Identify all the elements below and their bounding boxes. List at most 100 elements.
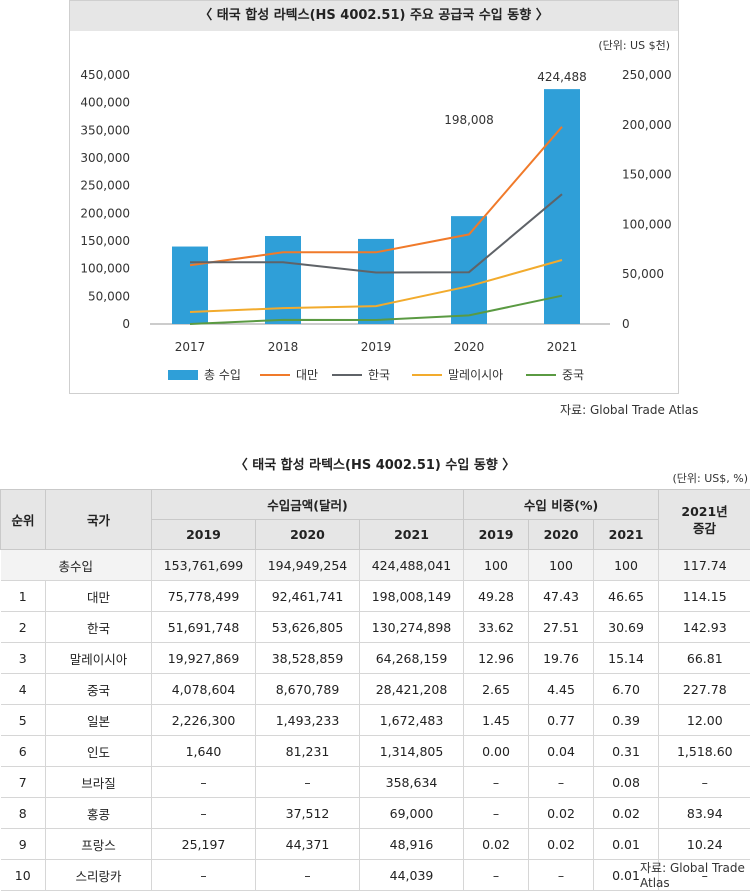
legend-label: 대만 xyxy=(296,368,318,382)
table-cell: 0.39 xyxy=(594,705,659,736)
right-tick-label: 250,000 xyxy=(622,68,672,82)
table-cell: 1.45 xyxy=(464,705,529,736)
table-cell: 53,626,805 xyxy=(256,612,360,643)
table-cell: 227.78 xyxy=(659,674,750,705)
combo-chart: (단위: US $천) 0 50,000 100,000 150,000 200,000 2… xyxy=(70,1,678,393)
left-tick-label: 300,000 xyxy=(80,151,130,165)
table-cell: 64,268,159 xyxy=(360,643,464,674)
table-cell: 33.62 xyxy=(464,612,529,643)
left-tick-label: 350,000 xyxy=(80,123,130,137)
table-cell: 75,778,499 xyxy=(152,581,256,612)
country-cell: 인도 xyxy=(46,736,152,767)
country-cell: 중국 xyxy=(46,674,152,705)
table-cell: 92,461,741 xyxy=(256,581,360,612)
table-cell: 1,314,805 xyxy=(360,736,464,767)
table-cell: 1,493,233 xyxy=(256,705,360,736)
table-cell: 0.31 xyxy=(594,736,659,767)
header-year: 2019 xyxy=(152,520,256,550)
right-tick-label: 0 xyxy=(622,317,630,331)
table-cell: 100 xyxy=(529,550,594,581)
table-cell: 46.65 xyxy=(594,581,659,612)
table-cell: 66.81 xyxy=(659,643,750,674)
data-label: 424,488 xyxy=(537,70,587,84)
table-cell: 4,078,604 xyxy=(152,674,256,705)
table-cell: 81,231 xyxy=(256,736,360,767)
table-cell: 1,518.60 xyxy=(659,736,750,767)
table-cell: 0.01 xyxy=(594,829,659,860)
left-tick-label: 50,000 xyxy=(88,289,130,303)
left-tick-label: 200,000 xyxy=(80,206,130,220)
country-cell: 홍콩 xyxy=(46,798,152,829)
table-cell: 27.51 xyxy=(529,612,594,643)
table-cell: 15.14 xyxy=(594,643,659,674)
x-tick-label: 2017 xyxy=(175,340,206,354)
table-cell: 100 xyxy=(464,550,529,581)
rank-cell: 9 xyxy=(1,829,46,860)
table-cell: – xyxy=(529,767,594,798)
table-cell: 358,634 xyxy=(360,767,464,798)
right-tick-label: 100,000 xyxy=(622,217,672,231)
table-cell: – xyxy=(256,767,360,798)
table-cell: – xyxy=(152,860,256,891)
table-cell: 194,949,254 xyxy=(256,550,360,581)
table-title: 〈 태국 합성 라텍스(HS 4002.51) 수입 동향 〉 xyxy=(0,454,750,473)
table-cell: 8,670,789 xyxy=(256,674,360,705)
table-source: 자료: Global Trade Atlas xyxy=(640,859,750,890)
header-year: 2021 xyxy=(360,520,464,550)
table-cell: 0.77 xyxy=(529,705,594,736)
table-cell: 198,008,149 xyxy=(360,581,464,612)
country-cell: 말레이시아 xyxy=(46,643,152,674)
rank-cell: 8 xyxy=(1,798,46,829)
import-table: 순위 국가 수입금액(달러) 수입 비중(%) 2021년 증감 2019 20… xyxy=(0,489,750,891)
left-tick-label: 400,000 xyxy=(80,96,130,110)
table-cell: 25,197 xyxy=(152,829,256,860)
left-tick-label: 0 xyxy=(122,317,130,331)
table-cell: 6.70 xyxy=(594,674,659,705)
bar-total-import xyxy=(451,216,487,324)
legend-label: 한국 xyxy=(368,368,390,382)
table-cell: – xyxy=(256,860,360,891)
rank-cell: 2 xyxy=(1,612,46,643)
right-tick-label: 150,000 xyxy=(622,168,672,182)
header-amount: 수입금액(달러) xyxy=(152,490,464,520)
right-tick-label: 50,000 xyxy=(622,267,664,281)
table-cell: 100 xyxy=(594,550,659,581)
legend-label: 말레이시아 xyxy=(448,368,503,382)
table-cell: 19.76 xyxy=(529,643,594,674)
header-growth: 2021년 증감 xyxy=(659,490,750,550)
rank-cell: 4 xyxy=(1,674,46,705)
country-cell: 대만 xyxy=(46,581,152,612)
table-row-total: 총수입 153,761,699 194,949,254 424,488,041 … xyxy=(1,550,750,581)
legend-label: 총 수입 xyxy=(204,368,241,382)
table-cell: 2,226,300 xyxy=(152,705,256,736)
table-cell: 0.02 xyxy=(464,829,529,860)
table-cell: 1,640 xyxy=(152,736,256,767)
table-cell: 12.96 xyxy=(464,643,529,674)
country-cell: 스리랑카 xyxy=(46,860,152,891)
table-cell: 0.02 xyxy=(529,798,594,829)
total-label: 총수입 xyxy=(1,550,152,581)
x-tick-label: 2021 xyxy=(547,340,578,354)
legend-swatch xyxy=(168,370,198,380)
left-tick-label: 150,000 xyxy=(80,234,130,248)
table-cell: 2.65 xyxy=(464,674,529,705)
table-cell: 0.08 xyxy=(594,767,659,798)
table-cell: 48,916 xyxy=(360,829,464,860)
header-year: 2020 xyxy=(256,520,360,550)
rank-cell: 6 xyxy=(1,736,46,767)
table-cell: 130,274,898 xyxy=(360,612,464,643)
table-cell: – xyxy=(152,798,256,829)
header-year: 2021 xyxy=(594,520,659,550)
table-cell: 12.00 xyxy=(659,705,750,736)
country-cell: 한국 xyxy=(46,612,152,643)
table-cell: – xyxy=(464,767,529,798)
country-cell: 브라질 xyxy=(46,767,152,798)
unit-label: (단위: US $천) xyxy=(598,38,670,52)
table-cell: 10.24 xyxy=(659,829,750,860)
